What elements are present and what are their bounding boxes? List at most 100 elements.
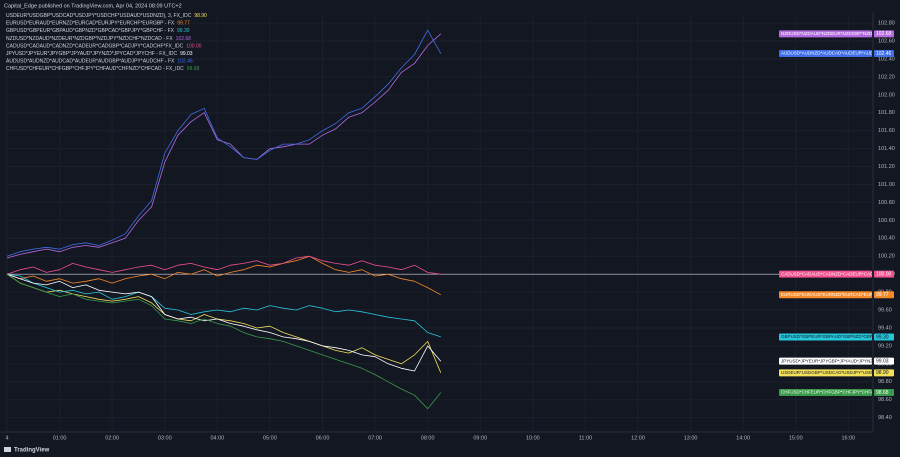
series-tag-name: NZDUSD*NZDAUD*NZDEUR*NZDGBP*NZDJPY*NZDCH… (781, 31, 900, 36)
value-tag (874, 369, 894, 377)
series-line (6, 29, 442, 257)
y-tick-label: 101.40 (878, 146, 895, 152)
value-tag (874, 291, 894, 299)
legend-name: GBPUSD*GBPEUR*GBPAUD*GBPNZD*GBPCAD*GBPJP… (6, 29, 175, 35)
series-line (6, 273, 442, 373)
x-tick-label: 08:00 (421, 435, 435, 441)
y-tick-label: 99.60 (878, 307, 892, 313)
x-tick-label: 13:00 (684, 435, 698, 441)
value-tag (874, 357, 894, 365)
y-tick-label: 102.00 (878, 92, 895, 98)
legend-entry: CHFUSD*CHFEUR*CHFGBP*CHFJPY*CHFAUD*CHFNZ… (6, 67, 200, 73)
y-tick-label: 101.20 (878, 164, 895, 170)
x-tick-label: 04:00 (210, 435, 224, 441)
legend-value: 99.03 (180, 51, 193, 57)
legend-name: USDEUR*USDGBP*USDCAD*USDJPY*USDCHF*USDAU… (6, 13, 192, 19)
y-tick-label: 98.80 (878, 379, 892, 385)
series-tag (779, 50, 872, 58)
series-tag-name: CHFUSD*CHFEUR*CHFGBP*CHFJPY*CHFAUD*CHFNZ… (781, 390, 900, 395)
x-tick-label: 09:00 (473, 435, 487, 441)
x-tick-label: 15:00 (789, 435, 803, 441)
value-tag-label: 102.46 (876, 51, 892, 57)
x-tick-label: 12:00 (631, 435, 645, 441)
legend-name: AUDUSD*AUDNZD*AUDCAD*AUDEUR*AUDGBP*AUDJP… (6, 59, 175, 65)
x-tick-label: 06:00 (316, 435, 330, 441)
legend-entry: CADUSD*CADAUD*CADNZD*CADEUR*CADGBP*CADJP… (6, 44, 202, 50)
series-tag-name: USDEUR*USDGBP*USDCAD*USDJPY*USDCHF*USDAU… (781, 370, 900, 375)
legend-value: 99.77 (177, 21, 190, 27)
y-tick-label: 102.60 (878, 38, 895, 44)
value-tag-label: 99.03 (876, 358, 889, 364)
legend-value: 102.68 (176, 36, 192, 42)
legend-entry: USDEUR*USDGBP*USDCAD*USDJPY*USDCHF*USDAU… (6, 13, 207, 19)
y-tick-label: 99.20 (878, 343, 892, 349)
series-line (6, 255, 441, 296)
legend-value: 99.30 (177, 29, 190, 35)
value-tag (874, 30, 894, 38)
header: Capital_Edge published on TradingView.co… (4, 3, 182, 9)
y-tick-label: 100.20 (878, 254, 895, 260)
x-tick-label: 10:00 (526, 435, 540, 441)
y-tick-label: 102.40 (878, 56, 895, 62)
y-tick-label: 98.60 (878, 397, 892, 403)
x-tick-label: 4 (5, 435, 8, 441)
value-tag-label: 98.90 (876, 370, 889, 376)
y-tick-label: 99.40 (878, 325, 892, 331)
y-tick-label: 100.80 (878, 200, 895, 206)
series-line (6, 273, 441, 338)
y-tick-label: 100.60 (878, 218, 895, 224)
legend-name: EURUSD*EURAUD*EURNZD*EURCAD*EURJPY*EURCH… (6, 21, 175, 27)
legend-value: 100.00 (186, 44, 202, 50)
legend-entry: NZDUSD*NZDAUD*NZDEUR*NZDGBP*NZDJPY*NZDCH… (6, 36, 191, 42)
value-tag (874, 333, 894, 341)
x-tick-label: 01:00 (53, 435, 67, 441)
series-line (6, 273, 442, 410)
value-tag (874, 50, 894, 58)
legend-name: CADUSD*CADAUD*CADNZD*CADEUR*CADGBP*CADJP… (6, 44, 184, 50)
series-tag-name: AUDUSD*AUDNZD*AUDCAD*AUDEUR*AUDGBP*AUDJP… (781, 51, 900, 56)
legend-name: JPYUSD*JPYEUR*JPYGBP*JPYAUD*JPYNZD*JPYCA… (6, 51, 177, 57)
logo-icon (4, 447, 11, 452)
y-tick-label: 102.20 (878, 74, 895, 80)
x-tick-label: 07:00 (368, 435, 382, 441)
legend-value: 98.68 (187, 67, 200, 73)
series-tag-name: EURUSD*EURAUD*EURNZD*EURCAD*EURJPY*EURCH… (781, 292, 900, 297)
x-tick-label: 05:00 (263, 435, 277, 441)
y-tick-label: 101.80 (878, 110, 895, 116)
y-tick-label: 101.60 (878, 128, 895, 134)
legend-value: 98.90 (194, 13, 207, 19)
series-tag (779, 270, 872, 278)
legend-entry: JPYUSD*JPYEUR*JPYGBP*JPYAUD*JPYNZD*JPYCA… (6, 51, 193, 57)
x-tick-label: 16:00 (841, 435, 855, 441)
y-tick-label: 98.40 (878, 415, 892, 421)
value-tag-label: 102.68 (876, 31, 892, 37)
y-tick-label: 100.40 (878, 236, 895, 242)
series-tag (779, 369, 872, 377)
legend-value: 102.46 (177, 59, 193, 65)
legend-name: CHFUSD*CHFEUR*CHFGBP*CHFJPY*CHFAUD*CHFNZ… (6, 67, 184, 73)
y-tick-label: 101.00 (878, 182, 895, 188)
value-tag (874, 389, 894, 397)
value-tag (874, 270, 894, 278)
x-tick-label: 14:00 (736, 435, 750, 441)
series-tag (779, 333, 872, 341)
legend-entry: GBPUSD*GBPEUR*GBPAUD*GBPNZD*GBPCAD*GBPJP… (6, 29, 190, 35)
footer-logo: TradingView (14, 448, 50, 454)
value-tag-label: 99.77 (876, 292, 889, 298)
x-tick-label: 03:00 (158, 435, 172, 441)
legend-entry: AUDUSD*AUDNZD*AUDCAD*AUDEUR*AUDGBP*AUDJP… (6, 59, 193, 65)
series-tag (779, 357, 872, 365)
legend-name: NZDUSD*NZDAUD*NZDEUR*NZDGBP*NZDJPY*NZDCH… (6, 36, 173, 42)
y-tick-label: 102.80 (878, 21, 895, 27)
series-tag-name: JPYUSD*JPYEUR*JPYGBP*JPYAUD*JPYNZD*JPYCA… (781, 358, 900, 363)
series-line (6, 255, 441, 275)
value-tag-label: 99.30 (876, 334, 889, 340)
series-tag (779, 291, 872, 299)
value-tag-label: 100.00 (876, 271, 892, 277)
x-tick-label: 02:00 (105, 435, 119, 441)
x-tick-label: 11:00 (579, 435, 592, 441)
value-tag-label: 98.68 (876, 390, 889, 396)
